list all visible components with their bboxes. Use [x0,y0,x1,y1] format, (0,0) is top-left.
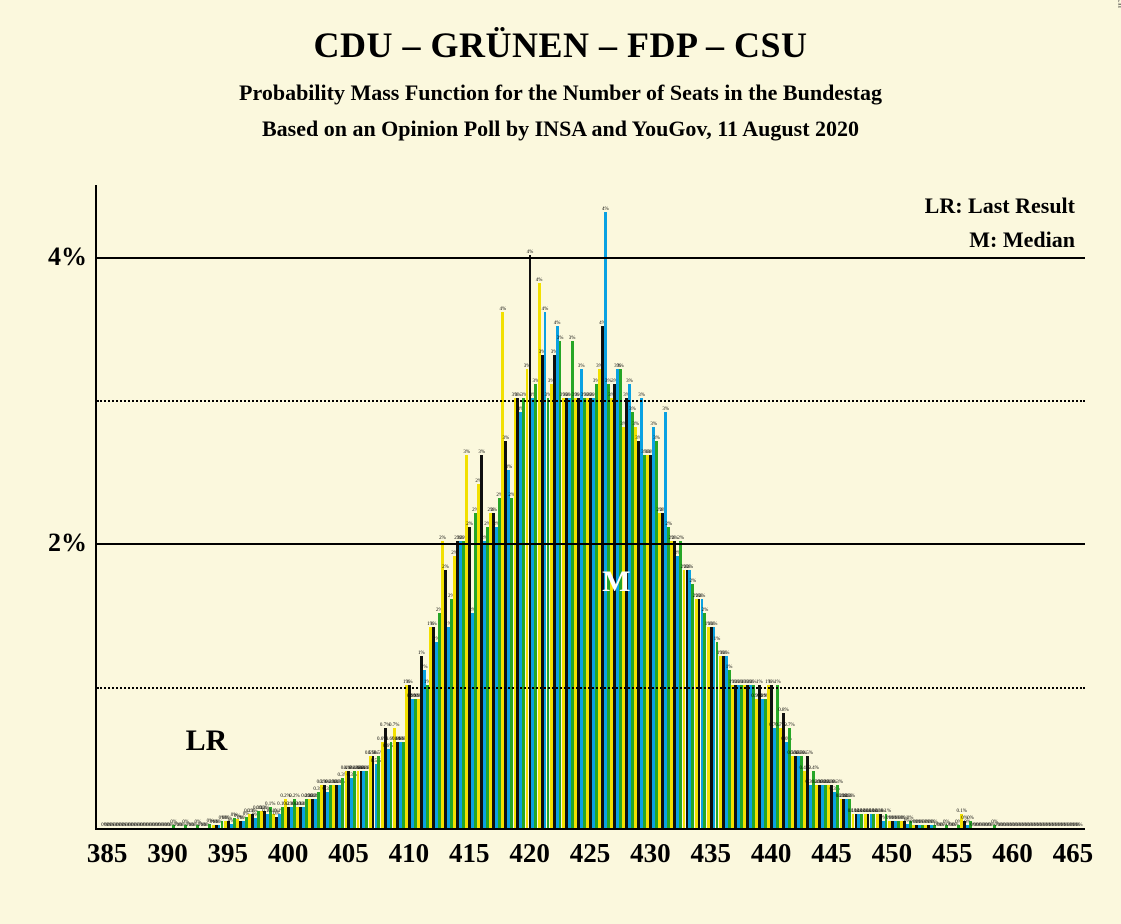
xtick-label: 390 [147,838,188,869]
bar-value-label: 0% [967,816,974,821]
xtick-label: 445 [811,838,852,869]
bar-value-label: 0.5% [802,751,812,756]
bar-value-label: 1% [430,622,437,627]
copyright-text: © 2020 Filip van Laenen [1115,0,1121,8]
bar-value-label: 0.1% [956,809,966,814]
xtick-label: 455 [932,838,973,869]
xtick-label: 420 [509,838,550,869]
bar-value-label: 4% [602,207,609,212]
bar-value-label: 2% [466,522,473,527]
bar-value-label: 0.7% [784,723,794,728]
bar-value-label: 0.2% [289,794,299,799]
gridline [97,400,1085,402]
bar-value-label: 3% [505,465,512,470]
bar-value-label: 2% [490,508,497,513]
gridline [97,687,1085,689]
bar-value-label: 2% [687,565,694,570]
bar-value-label: 1% [406,680,413,685]
title-block: CDU – GRÜNEN – FDP – CSU Probability Mas… [0,0,1121,142]
bar-value-label: 1% [711,622,718,627]
ytick-label: 2% [48,528,87,558]
bar-value-label: 3% [650,422,657,427]
bar-value-label: 3% [578,364,585,369]
xtick-label: 425 [570,838,611,869]
gridline [97,257,1085,259]
bar-value-label: 1% [726,665,733,670]
xtick-label: 405 [328,838,369,869]
x-axis: 3853903954004054104154204254304354404454… [95,832,1085,880]
bar-value-label: 0.1% [265,802,275,807]
bar-value-label: 0.7% [389,723,399,728]
median-marker: M [602,565,630,599]
chart-title: CDU – GRÜNEN – FDP – CSU [0,24,1121,66]
bar-value-label: 1% [418,651,425,656]
xtick-label: 395 [208,838,249,869]
bar-value-label: 0.3% [832,780,842,785]
bar-value-label: 3% [617,364,624,369]
bar-value-label: 3% [478,450,485,455]
ytick-label: 4% [48,242,87,272]
bar-value-label: 4% [542,307,549,312]
bar-value-label: 3% [502,436,509,441]
bar-value-label: 3% [569,336,576,341]
bar-value-label: 3% [632,422,639,427]
bar-value-label: 2% [677,536,684,541]
bar-value-label: 2% [665,522,672,527]
bar-value-label: 3% [626,379,633,384]
xtick-label: 430 [630,838,671,869]
bars-container: 0%0%0%0%0%0%0%0%0%0%0%0%0%0%0%0%0%0%0%0%… [97,185,1085,828]
xtick-label: 435 [690,838,731,869]
bar-value-label: 3% [557,336,564,341]
bar-value-label: 3% [662,407,669,412]
bar-value-label: 0% [1076,823,1083,828]
bar-value-label: 2% [699,594,706,599]
xtick-label: 465 [1053,838,1094,869]
bar-value-label: 3% [629,407,636,412]
xtick-label: 385 [87,838,128,869]
chart-subtitle-2: Based on an Opinion Poll by INSA and You… [0,116,1121,142]
xtick-label: 410 [389,838,430,869]
bar-value-label: 1% [421,665,428,670]
xtick-label: 460 [992,838,1033,869]
bar-value-label: 0.8% [778,708,788,713]
bar-value-label: 3% [638,393,645,398]
xtick-label: 400 [268,838,309,869]
bar-value-label: 4% [554,321,561,326]
bar-value-label: 0.2% [845,794,855,799]
bar-value-label: 4% [500,307,507,312]
bar-value-label: 1% [756,680,763,685]
chart-subtitle-1: Probability Mass Function for the Number… [0,80,1121,106]
xtick-label: 450 [872,838,913,869]
chart-area: LR: Last Result M: Median 0%0%0%0%0%0%0%… [40,185,1095,880]
bar-value-label: 4% [527,250,534,255]
xtick-label: 415 [449,838,490,869]
bar-value-label: 2% [439,536,446,541]
bar-value-label: 1% [723,651,730,656]
bar-value-label: 2% [702,608,709,613]
bar-value-label: 1% [774,680,781,685]
bar-value-label: 3% [463,450,470,455]
bar-value-label: 3% [653,436,660,441]
bar-value-label: 1% [714,637,721,642]
bar-value-label: 0.4% [808,766,818,771]
plot-area: LR: Last Result M: Median 0%0%0%0%0%0%0%… [95,185,1085,830]
bar-value-label: 2% [689,579,696,584]
lr-marker: LR [186,724,228,758]
bar-value-label: 0.1% [881,809,891,814]
bar-value-label: 2% [442,565,449,570]
gridline [97,543,1085,545]
bar-value-label: 4% [536,278,543,283]
xtick-label: 440 [751,838,792,869]
